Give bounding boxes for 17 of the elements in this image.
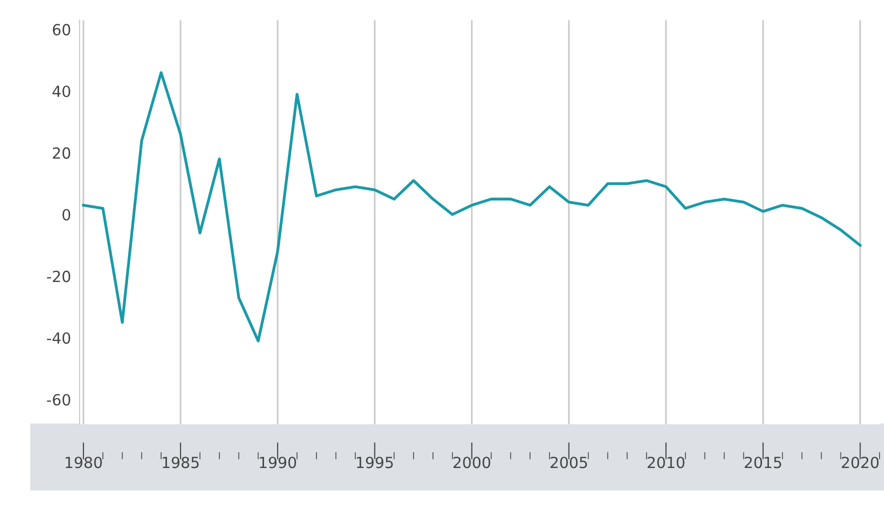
y-tick-label: -60: [47, 394, 70, 406]
x-tick-label: 1995: [356, 456, 393, 468]
x-tick-label: 2005: [550, 456, 587, 468]
x-tick-label: 2010: [648, 456, 684, 468]
y-tick-label: 0: [62, 208, 70, 221]
x-tick-label: 1990: [260, 456, 296, 468]
x-tick-label: 2000: [453, 456, 490, 468]
x-tick-label: 2015: [744, 456, 782, 468]
y-tick-label: 60: [52, 24, 70, 36]
y-tick-label: 40: [52, 86, 70, 98]
x-tick-label: 1985: [162, 456, 199, 468]
x-tick-label: 2020: [842, 456, 879, 468]
y-tick-label: -40: [47, 332, 70, 344]
y-tick-label: -20: [47, 270, 70, 282]
line-series: [82, 71, 862, 342]
y-tick-label: 20: [52, 147, 70, 159]
x-tick-label: 1980: [66, 456, 102, 468]
